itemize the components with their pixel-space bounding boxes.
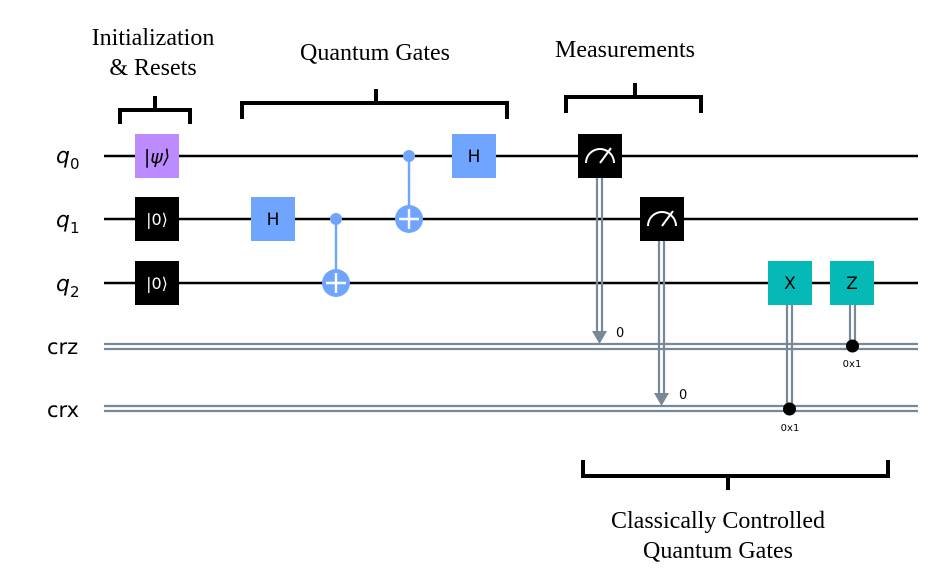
measure-bit-label-crz: 0 xyxy=(616,326,624,341)
measure-gate-q0: 0 xyxy=(578,134,624,344)
conditional-x-gate-q2: X 0x1 xyxy=(768,261,812,434)
section-label-init-line2: & Resets xyxy=(109,55,196,81)
hadamard-gate-q0: H xyxy=(452,134,496,178)
register-label-q1: q1 xyxy=(56,208,80,237)
svg-text:H: H xyxy=(468,147,481,167)
section-label-classical-line1: Classically Controlled xyxy=(611,508,825,534)
hadamard-gate-q1: H xyxy=(251,197,295,241)
section-label-classical-line2: Quantum Gates xyxy=(643,538,793,564)
cnot-q0-q1 xyxy=(395,150,423,233)
condition-value-label: 0x1 xyxy=(843,359,862,370)
svg-text:X: X xyxy=(784,274,796,294)
section-label-gates: Quantum Gates xyxy=(300,40,450,66)
register-label-q0: q0 xyxy=(56,144,80,173)
classical-control-dot xyxy=(783,402,796,416)
cnot-control-dot xyxy=(403,150,415,162)
register-label-crz: crz xyxy=(47,335,78,359)
reset-gate-q1: |0⟩ xyxy=(135,197,179,241)
classical-control-dot xyxy=(846,339,859,353)
measure-gate-q1: 0 xyxy=(640,197,687,406)
svg-text:H: H xyxy=(267,210,280,230)
register-label-q2: q2 xyxy=(56,272,80,301)
measure-arrow xyxy=(592,331,607,344)
cnot-q1-q2 xyxy=(322,213,350,297)
condition-value-label: 0x1 xyxy=(781,423,800,434)
conditional-z-gate-q2: Z 0x1 xyxy=(830,261,874,370)
section-label-init-line1: Initialization xyxy=(92,25,215,51)
svg-text:|ψ⟩: |ψ⟩ xyxy=(144,146,170,168)
svg-text:Z: Z xyxy=(846,274,858,294)
bracket-gates xyxy=(240,89,509,119)
cnot-control-dot xyxy=(330,213,342,225)
reset-gate-q2: |0⟩ xyxy=(135,261,179,305)
wire-crx xyxy=(104,404,918,413)
wire-crz xyxy=(104,342,918,351)
bracket-init xyxy=(118,96,192,124)
section-label-measurements: Measurements xyxy=(555,37,695,63)
measure-arrow xyxy=(654,393,669,406)
initialize-gate-q0: |ψ⟩ xyxy=(135,134,179,178)
meter-icon xyxy=(647,211,677,227)
meter-icon xyxy=(585,148,615,164)
svg-text:|0⟩: |0⟩ xyxy=(146,274,168,293)
bracket-measurements xyxy=(564,83,703,113)
register-label-crx: crx xyxy=(47,398,79,422)
bracket-classical xyxy=(581,460,890,490)
svg-text:|0⟩: |0⟩ xyxy=(146,210,168,229)
measure-bit-label-crx: 0 xyxy=(679,388,687,403)
